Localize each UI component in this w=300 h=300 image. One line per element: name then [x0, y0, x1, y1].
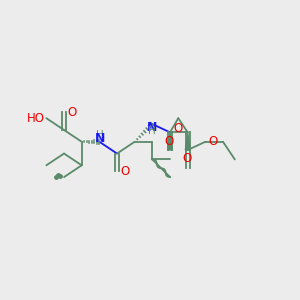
Text: O: O: [182, 152, 191, 165]
Text: O: O: [164, 135, 173, 148]
Text: H: H: [96, 130, 104, 140]
Text: O: O: [67, 106, 76, 119]
Text: O: O: [120, 165, 129, 178]
Polygon shape: [168, 132, 172, 150]
Polygon shape: [185, 132, 190, 150]
Text: O: O: [174, 122, 183, 135]
Text: HO: HO: [27, 112, 45, 125]
Text: H: H: [148, 126, 156, 136]
Text: O: O: [208, 135, 218, 148]
Text: N: N: [95, 132, 105, 145]
Text: N: N: [147, 121, 157, 134]
